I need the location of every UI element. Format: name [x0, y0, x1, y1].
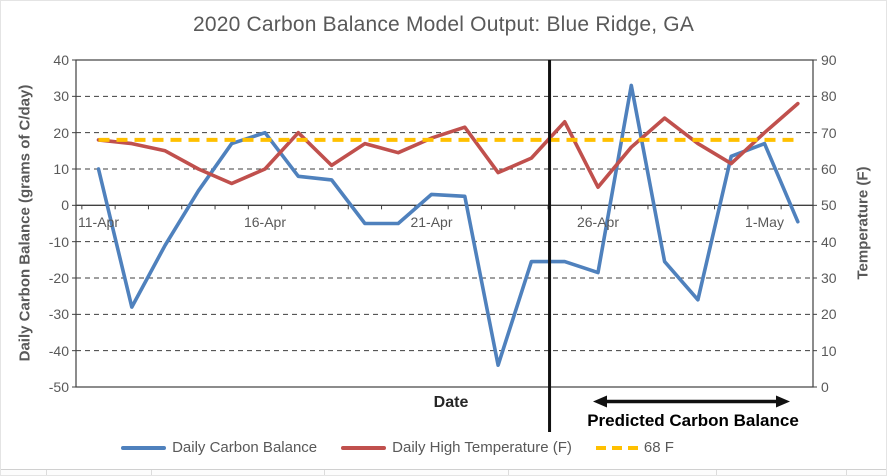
right-axis-tick-label: 40: [821, 233, 837, 250]
legend-item-daily-high-temperature: Daily High Temperature (F): [341, 439, 572, 456]
x-axis-tick-label: 1-May: [745, 214, 784, 230]
cell-border: [508, 470, 509, 475]
x-axis-tick-label: 26-Apr: [576, 214, 620, 230]
right-axis-tick-label: 10: [821, 342, 837, 359]
spreadsheet-row-strip: [1, 469, 886, 475]
legend-label-68f: 68 F: [643, 439, 674, 456]
legend-line-sample-orange-dashed: [595, 445, 638, 450]
right-axis-title: Temperature (F): [854, 166, 872, 280]
right-axis-tick-label: 20: [821, 306, 837, 323]
left-axis-tick-label: 40: [53, 52, 69, 68]
left-axis-tick-label: -40: [48, 342, 69, 359]
x-axis-title: Date: [433, 394, 469, 411]
legend-item-68f: 68 F: [595, 439, 674, 456]
left-axis-tick-label: -20: [48, 270, 69, 286]
left-axis-tick-label: -10: [48, 233, 69, 250]
legend: Daily Carbon Balance Daily High Temperat…: [1, 439, 840, 456]
legend-label-daily-high-temperature: Daily High Temperature (F): [392, 439, 572, 456]
left-axis-tick-label: 0: [61, 197, 69, 214]
right-axis-tick-label: 0: [821, 379, 829, 395]
right-axis-tick-label: 60: [821, 161, 837, 177]
right-axis-tick-label: 50: [821, 197, 837, 214]
cell-border: [151, 470, 152, 475]
chart-title: 2020 Carbon Balance Model Output: Blue R…: [192, 13, 695, 36]
predicted-annotation-label: Predicted Carbon Balance: [587, 411, 799, 430]
left-axis-title: Daily Carbon Balance (grams of C/day): [16, 84, 34, 362]
left-axis-tick-label: 30: [53, 88, 69, 105]
legend-line-sample-blue: [121, 445, 167, 450]
right-axis-tick-label: 80: [821, 88, 837, 105]
cell-border: [716, 470, 717, 475]
legend-label-daily-carbon-balance: Daily Carbon Balance: [172, 439, 318, 456]
left-axis-tick-label: -50: [48, 379, 69, 395]
left-axis-tick-label: 10: [53, 161, 69, 177]
legend-line-sample-red: [341, 445, 387, 450]
left-axis-tick-label: 20: [53, 124, 69, 141]
legend-item-daily-carbon-balance: Daily Carbon Balance: [121, 439, 317, 456]
cell-border: [46, 470, 47, 475]
right-axis-tick-label: 70: [821, 124, 837, 141]
left-axis-tick-label: -30: [48, 306, 69, 323]
x-axis-tick-label: 16-Apr: [243, 214, 287, 230]
cell-border: [324, 470, 325, 475]
x-axis-tick-label: 11-Apr: [78, 214, 119, 230]
right-axis-tick-label: 30: [821, 270, 837, 286]
right-axis-tick-label: 90: [821, 52, 837, 68]
cell-border: [846, 470, 847, 475]
x-axis-tick-label: 21-Apr: [410, 214, 453, 230]
